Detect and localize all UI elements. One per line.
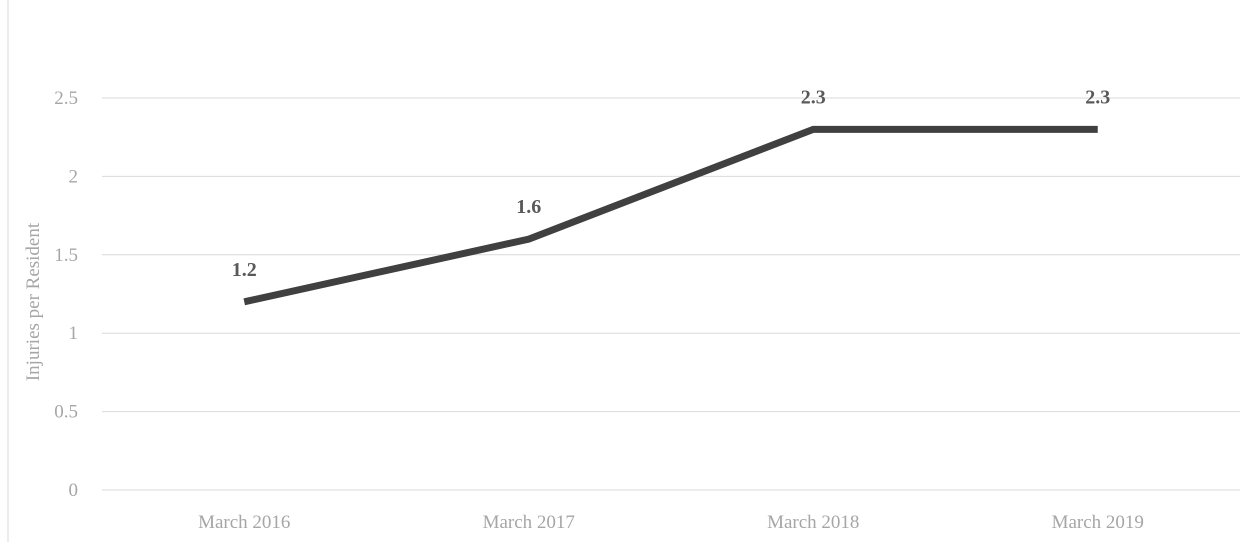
data-label: 2.3	[801, 86, 826, 108]
x-tick-label: March 2016	[198, 512, 290, 533]
data-label: 1.2	[232, 259, 257, 281]
y-tick-label: 2.5	[54, 88, 78, 109]
x-tick-label: March 2017	[483, 512, 575, 533]
data-label: 2.3	[1085, 86, 1110, 108]
data-label: 1.6	[516, 196, 541, 218]
y-axis-tick-labels: 0 0.5 1 1.5 2 2.5	[54, 88, 78, 501]
x-tick-label: March 2019	[1052, 512, 1144, 533]
gridlines	[102, 97, 1240, 491]
y-tick-label: 0	[69, 480, 79, 501]
x-tick-label: March 2018	[767, 512, 859, 533]
y-tick-label: 2	[69, 166, 79, 187]
y-tick-label: 1	[69, 323, 79, 344]
y-tick-label: 1.5	[54, 245, 78, 266]
y-axis-title: Injuries per Resident	[23, 222, 44, 381]
x-axis-tick-labels: March 2016 March 2017 March 2018 March 2019	[198, 512, 1144, 533]
series-line-group	[243, 125, 1098, 306]
y-tick-label: 0.5	[54, 402, 78, 423]
series-line	[243, 125, 1098, 306]
data-labels: 1.2 1.6 2.3 2.3	[232, 86, 1111, 280]
